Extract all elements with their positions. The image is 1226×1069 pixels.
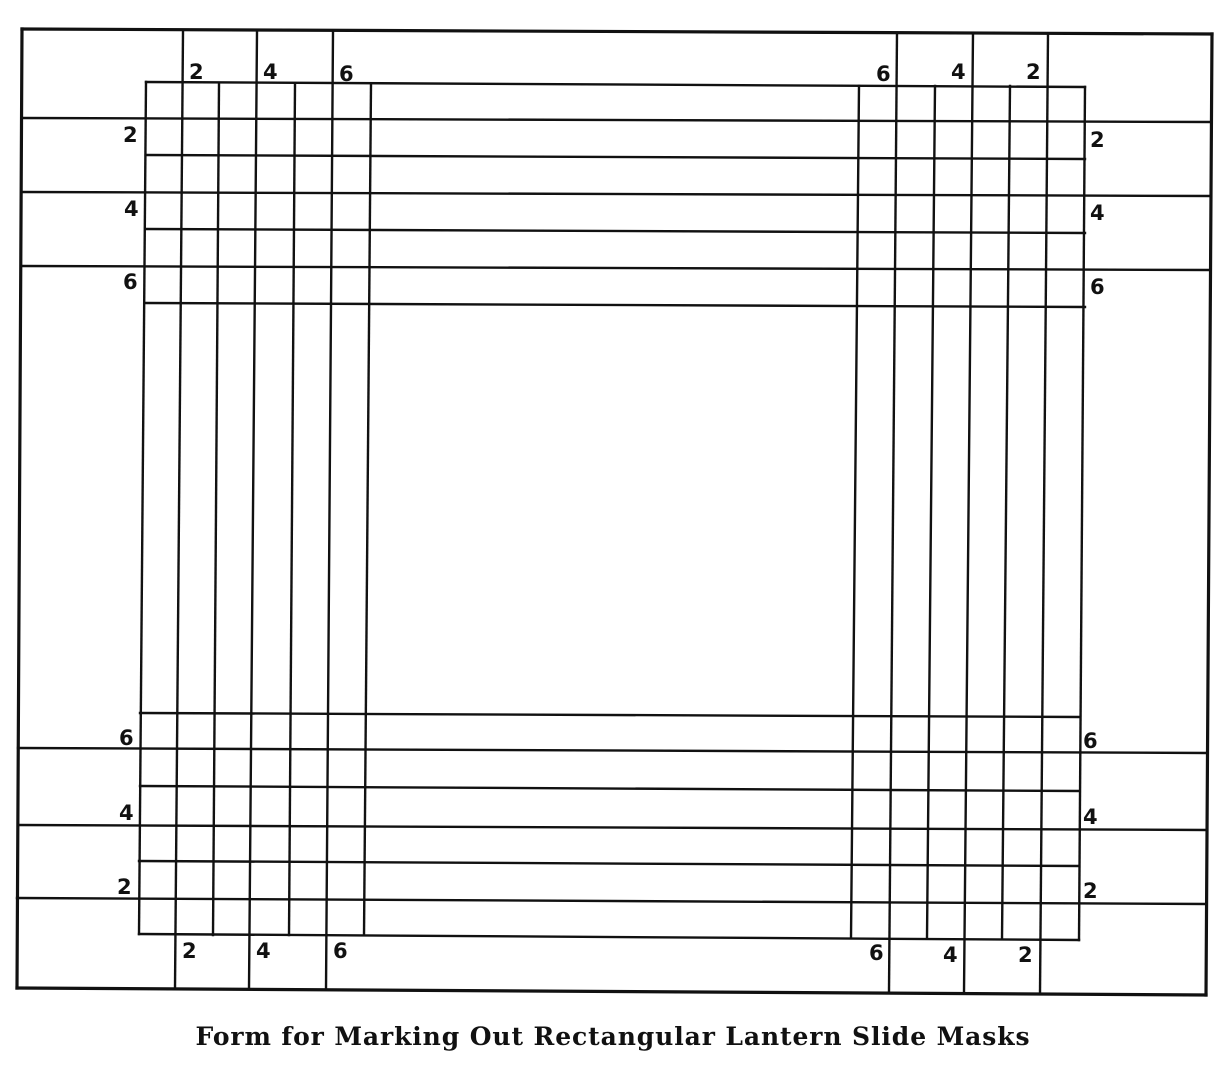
- h-lower-4: [16, 823, 1209, 832]
- v-right-4: [962, 31, 975, 994]
- v-left-5: [287, 82, 297, 937]
- v-right-3: [1000, 84, 1012, 941]
- label-left-upper-2: 2: [123, 123, 138, 147]
- h-upper-7: [144, 301, 1087, 309]
- inner-rect-left: [137, 80, 148, 936]
- h-upper-6: [20, 264, 1212, 272]
- h-upper-2: [20, 116, 1213, 124]
- outer-frame-top: [20, 27, 1214, 36]
- left-lower-labels: 6 4 2: [117, 726, 134, 899]
- label-top-left-2: 2: [189, 60, 204, 84]
- label-top-left-6: 6: [339, 62, 354, 86]
- inner-rect-right: [1077, 85, 1087, 942]
- v-left-4: [247, 30, 259, 991]
- right-upper-labels: 2 4 6: [1090, 128, 1105, 299]
- inner-rect-bottom: [137, 932, 1081, 942]
- outer-frame-right: [1204, 32, 1214, 997]
- label-right-lower-2: 2: [1083, 879, 1098, 903]
- label-right-upper-4: 4: [1090, 201, 1105, 225]
- h-lower-5: [138, 784, 1081, 793]
- v-left-3: [211, 82, 221, 937]
- v-right-5: [925, 84, 937, 940]
- label-left-upper-6: 6: [123, 270, 138, 294]
- label-bottom-right-6: 6: [869, 941, 884, 965]
- label-bottom-right-4: 4: [943, 943, 958, 967]
- top-right-labels: 6 4 2: [876, 60, 1041, 86]
- label-bottom-left-6: 6: [333, 939, 348, 963]
- label-right-upper-2: 2: [1090, 128, 1105, 152]
- label-top-right-6: 6: [876, 62, 891, 86]
- label-top-right-2: 2: [1026, 60, 1041, 84]
- h-upper-5: [144, 227, 1087, 235]
- h-lower-3: [137, 859, 1081, 868]
- h-lower-6: [16, 746, 1209, 755]
- left-upper-labels: 2 4 6: [123, 123, 139, 294]
- right-lower-labels: 6 4 2: [1083, 729, 1098, 903]
- label-right-upper-6: 6: [1090, 275, 1105, 299]
- outer-frame-left: [15, 27, 24, 990]
- v-left-2: [173, 30, 185, 990]
- bottom-left-labels: 2 4 6: [182, 939, 348, 963]
- bottom-right-labels: 6 4 2: [869, 941, 1033, 967]
- outer-frame-bottom: [15, 986, 1208, 997]
- label-top-left-4: 4: [263, 60, 278, 84]
- v-right-7: [849, 84, 861, 940]
- label-left-lower-6: 6: [119, 726, 134, 750]
- label-bottom-right-2: 2: [1018, 943, 1033, 967]
- label-left-lower-4: 4: [119, 801, 134, 825]
- figure-caption: Form for Marking Out Rectangular Lantern…: [195, 1022, 1031, 1051]
- label-bottom-left-4: 4: [256, 939, 271, 963]
- label-right-lower-6: 6: [1083, 729, 1098, 753]
- mask-form-diagram: 2 4 6 6 4 2 2 4 6 2 4 6 6 4 2 6 4 2 2 4 …: [15, 27, 1214, 997]
- label-left-upper-4: 4: [124, 197, 139, 221]
- label-right-lower-4: 4: [1083, 805, 1098, 829]
- v-left-6: [324, 30, 335, 991]
- grid-lines: [15, 27, 1214, 997]
- h-lower-7: [138, 711, 1081, 719]
- v-right-6: [887, 31, 899, 993]
- v-right-2: [1038, 32, 1050, 995]
- top-left-labels: 2 4 6: [189, 60, 354, 86]
- v-left-7: [362, 82, 373, 937]
- inner-rect-top: [144, 80, 1087, 89]
- label-top-right-4: 4: [951, 60, 966, 84]
- h-upper-4: [20, 190, 1213, 198]
- label-left-lower-2: 2: [117, 875, 132, 899]
- h-upper-3: [144, 153, 1087, 161]
- h-lower-2: [15, 896, 1208, 906]
- label-bottom-left-2: 2: [182, 939, 197, 963]
